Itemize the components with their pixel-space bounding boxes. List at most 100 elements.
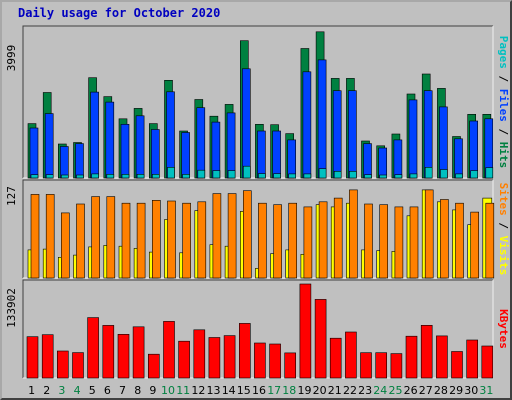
sites-bar-1 [30, 194, 40, 279]
kbytes-bar-17 [269, 343, 281, 379]
kbytes-bar-1 [26, 336, 39, 379]
day-label-22: 22 [343, 384, 357, 397]
legend-visits: Visits [497, 236, 510, 276]
sites-bar-9 [152, 200, 161, 279]
sites-bar-14 [227, 193, 237, 279]
sites-bar-27 [424, 189, 434, 279]
legend-files: Files [497, 89, 510, 122]
files-bar-6 [105, 101, 115, 179]
kbytes-bar-18 [284, 352, 297, 379]
day-label-24: 24 [373, 384, 387, 397]
kbytes-bar-6 [102, 325, 115, 379]
pages-bar-13 [212, 170, 221, 179]
hits-max-label: 3999 [5, 45, 18, 72]
kbytes-bar-11 [178, 340, 190, 379]
day-label-13: 13 [207, 384, 221, 397]
day-label-17: 17 [267, 384, 281, 397]
pages-bar-21 [333, 171, 342, 179]
files-bar-15 [242, 68, 251, 179]
files-bar-11 [181, 132, 190, 179]
kbytes-bar-29 [451, 351, 463, 379]
sites-bar-29 [455, 202, 464, 279]
sites-bar-13 [212, 193, 222, 279]
pages-bar-1 [30, 174, 39, 179]
kbytes-bar-26 [405, 335, 418, 379]
kbytes-bar-2 [41, 334, 54, 379]
sites-bar-7 [121, 202, 131, 279]
files-bar-14 [226, 112, 236, 179]
day-label-16: 16 [252, 384, 266, 397]
kbytes-bar-27 [420, 324, 433, 379]
kbytes-bar-9 [148, 353, 160, 379]
pages-bar-8 [136, 174, 145, 179]
kbytes-bar-28 [436, 335, 448, 379]
kbytes-legend: KBytes [497, 309, 510, 349]
files-bar-21 [332, 90, 342, 179]
files-bar-30 [469, 120, 479, 179]
pages-bar-20 [318, 168, 327, 179]
files-bar-16 [257, 130, 266, 179]
pages-bar-6 [106, 174, 115, 179]
sites-bar-19 [303, 206, 313, 279]
pages-bar-31 [485, 167, 494, 179]
kbytes-bar-14 [223, 335, 236, 379]
sites-panel-box-shadow-edge [22, 179, 493, 278]
day-label-15: 15 [237, 384, 251, 397]
pages-bar-27 [424, 167, 433, 179]
kbytes-bar-23 [360, 352, 372, 379]
files-bar-5 [90, 91, 99, 179]
files-bar-27 [423, 90, 433, 179]
sites-bar-15 [243, 190, 252, 279]
kbytes-panel: 133902 KBytes [5, 279, 510, 379]
pages-bar-24 [379, 174, 388, 179]
sites-bar-21 [333, 197, 343, 279]
day-label-2: 2 [43, 384, 50, 397]
day-label-27: 27 [419, 384, 433, 397]
sites-bar-22 [349, 189, 358, 279]
sites-bar-2 [45, 194, 55, 279]
pages-bar-12 [197, 169, 206, 179]
pages-bar-26 [409, 173, 418, 179]
sites-bar-10 [167, 200, 176, 279]
day-label-18: 18 [282, 384, 296, 397]
files-bar-9 [151, 129, 160, 179]
day-label-4: 4 [74, 384, 81, 397]
sites-bar-23 [364, 203, 373, 279]
pages-bar-11 [182, 174, 190, 179]
sites-bar-8 [136, 202, 146, 279]
pages-bar-3 [60, 174, 69, 179]
day-label-6: 6 [104, 384, 111, 397]
files-bar-10 [166, 91, 175, 179]
day-label-14: 14 [222, 384, 236, 397]
sites-visits-panel: 127 Sites / Visits [5, 179, 510, 279]
pages-bar-29 [455, 173, 463, 179]
pages-bar-25 [394, 174, 403, 179]
pages-bar-17 [273, 173, 281, 179]
day-label-30: 30 [464, 384, 478, 397]
hits-files-pages-panel: 3999 Pages / Files / Hits [5, 25, 510, 179]
sites-bar-31 [485, 202, 495, 279]
kbytes-bar-13 [208, 337, 221, 379]
files-bar-13 [211, 121, 221, 179]
kbytes-bar-20 [314, 299, 327, 379]
files-bar-23 [363, 143, 372, 179]
kbytes-bar-19 [299, 283, 312, 379]
files-bar-24 [378, 147, 388, 179]
pages-bar-22 [349, 171, 357, 179]
day-label-31: 31 [479, 384, 493, 397]
files-bar-17 [272, 130, 281, 179]
sites-max-label: 127 [5, 186, 18, 206]
pages-bar-15 [243, 165, 251, 179]
day-label-29: 29 [449, 384, 463, 397]
kbytes-bar-31 [481, 345, 494, 379]
kbytes-bar-21 [329, 337, 342, 379]
kbytes-bar-8 [132, 326, 145, 379]
pages-bar-19 [303, 173, 312, 179]
pages-bar-28 [440, 169, 448, 179]
sites-bar-18 [288, 202, 298, 279]
pages-bar-2 [45, 174, 54, 179]
files-bar-2 [44, 113, 54, 179]
day-label-12: 12 [191, 384, 205, 397]
